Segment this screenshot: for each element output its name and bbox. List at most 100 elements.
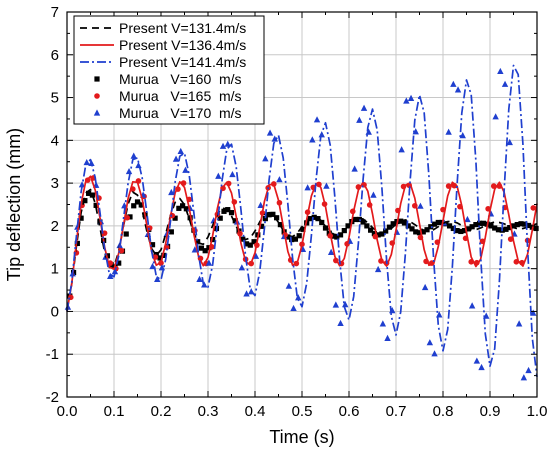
y-tick-label: 3 <box>51 175 59 192</box>
data-point <box>462 227 468 234</box>
data-point <box>431 221 438 227</box>
series-layer <box>64 64 539 381</box>
data-point <box>277 222 283 228</box>
data-point <box>316 181 322 188</box>
legend-marker-swatch <box>93 109 101 116</box>
series-2 <box>66 175 538 312</box>
x-tick-label: 0.2 <box>151 403 172 420</box>
data-point <box>468 302 476 309</box>
data-point <box>458 228 464 235</box>
data-point <box>182 166 189 173</box>
data-point <box>398 146 405 153</box>
data-point <box>332 301 340 308</box>
x-tick-label: 0.8 <box>433 403 454 420</box>
legend-label: Present V=131.4m/s <box>119 20 246 36</box>
y-tick-label: 6 <box>51 47 59 64</box>
data-point <box>407 94 415 102</box>
data-point <box>421 283 429 291</box>
data-point <box>157 255 163 261</box>
data-point <box>478 363 485 371</box>
data-point <box>379 320 387 327</box>
data-point <box>168 229 174 235</box>
data-point <box>401 220 408 226</box>
data-point <box>454 227 460 234</box>
data-point <box>322 225 329 231</box>
legend-entry: Present V=141.4m/s <box>80 54 246 70</box>
data-point <box>445 128 452 135</box>
x-tick-label: 0.5 <box>292 403 313 420</box>
data-point <box>426 339 434 346</box>
data-point <box>206 245 212 251</box>
data-point <box>495 227 502 233</box>
data-point <box>258 223 265 229</box>
data-point <box>285 282 293 289</box>
data-point <box>383 228 389 234</box>
y-tick-label: 1 <box>51 261 59 278</box>
legend-entry: Murua V=165 m/s <box>94 88 242 104</box>
data-point <box>127 214 133 220</box>
data-point <box>323 182 330 189</box>
data-point <box>83 158 90 166</box>
data-point <box>417 202 424 209</box>
data-point <box>161 252 167 259</box>
data-point <box>219 142 227 149</box>
x-tick-label: 0.0 <box>57 403 78 420</box>
data-point <box>371 230 377 237</box>
data-point <box>345 223 351 229</box>
data-point <box>307 216 314 222</box>
x-tick-label: 0.7 <box>386 403 407 420</box>
data-point <box>431 350 438 357</box>
data-point <box>370 191 377 198</box>
data-point <box>464 215 471 223</box>
y-tick-label: 0 <box>51 303 59 320</box>
data-point <box>492 113 499 120</box>
data-point <box>492 225 498 231</box>
data-point <box>514 222 520 228</box>
data-point <box>428 224 434 230</box>
data-point <box>313 116 321 123</box>
data-point <box>116 260 122 266</box>
data-point <box>154 275 161 282</box>
data-point <box>424 227 430 233</box>
data-point <box>224 140 231 147</box>
data-point <box>221 208 227 214</box>
data-point <box>518 221 524 227</box>
x-tick-label: 0.1 <box>104 403 125 420</box>
data-point <box>360 104 368 111</box>
data-point <box>300 226 306 232</box>
data-point <box>412 128 419 135</box>
data-point <box>337 232 344 238</box>
data-point <box>74 240 80 247</box>
data-point <box>274 215 280 221</box>
data-point <box>375 232 381 238</box>
data-point <box>228 210 235 216</box>
data-point <box>195 239 201 245</box>
data-point <box>525 366 532 374</box>
data-point <box>311 214 317 220</box>
tick-labels: 0.0 0.1 0.2 0.3 0.4 0.5 0.6 0.7 0.8 0.9 1.0 -2 -1 0 1 2… <box>46 4 548 420</box>
y-tick-label: 5 <box>51 90 59 107</box>
data-point <box>413 229 419 235</box>
data-point <box>172 155 180 162</box>
data-point <box>364 223 370 229</box>
data-point <box>501 80 509 87</box>
data-point <box>503 226 509 232</box>
data-point <box>356 116 363 123</box>
data-point <box>198 245 205 251</box>
y-tick-label: 2 <box>51 218 59 235</box>
data-point <box>497 67 504 75</box>
data-point <box>229 170 236 178</box>
data-point <box>327 248 335 256</box>
data-point <box>342 301 349 308</box>
data-point <box>304 184 311 191</box>
data-point <box>240 236 246 242</box>
data-point <box>158 264 166 271</box>
x-tick-label: 1.0 <box>527 403 548 420</box>
data-point <box>191 246 199 253</box>
data-point <box>409 226 415 232</box>
data-point <box>202 248 208 254</box>
data-point <box>271 135 278 142</box>
x-tick-label: 0.6 <box>339 403 360 420</box>
